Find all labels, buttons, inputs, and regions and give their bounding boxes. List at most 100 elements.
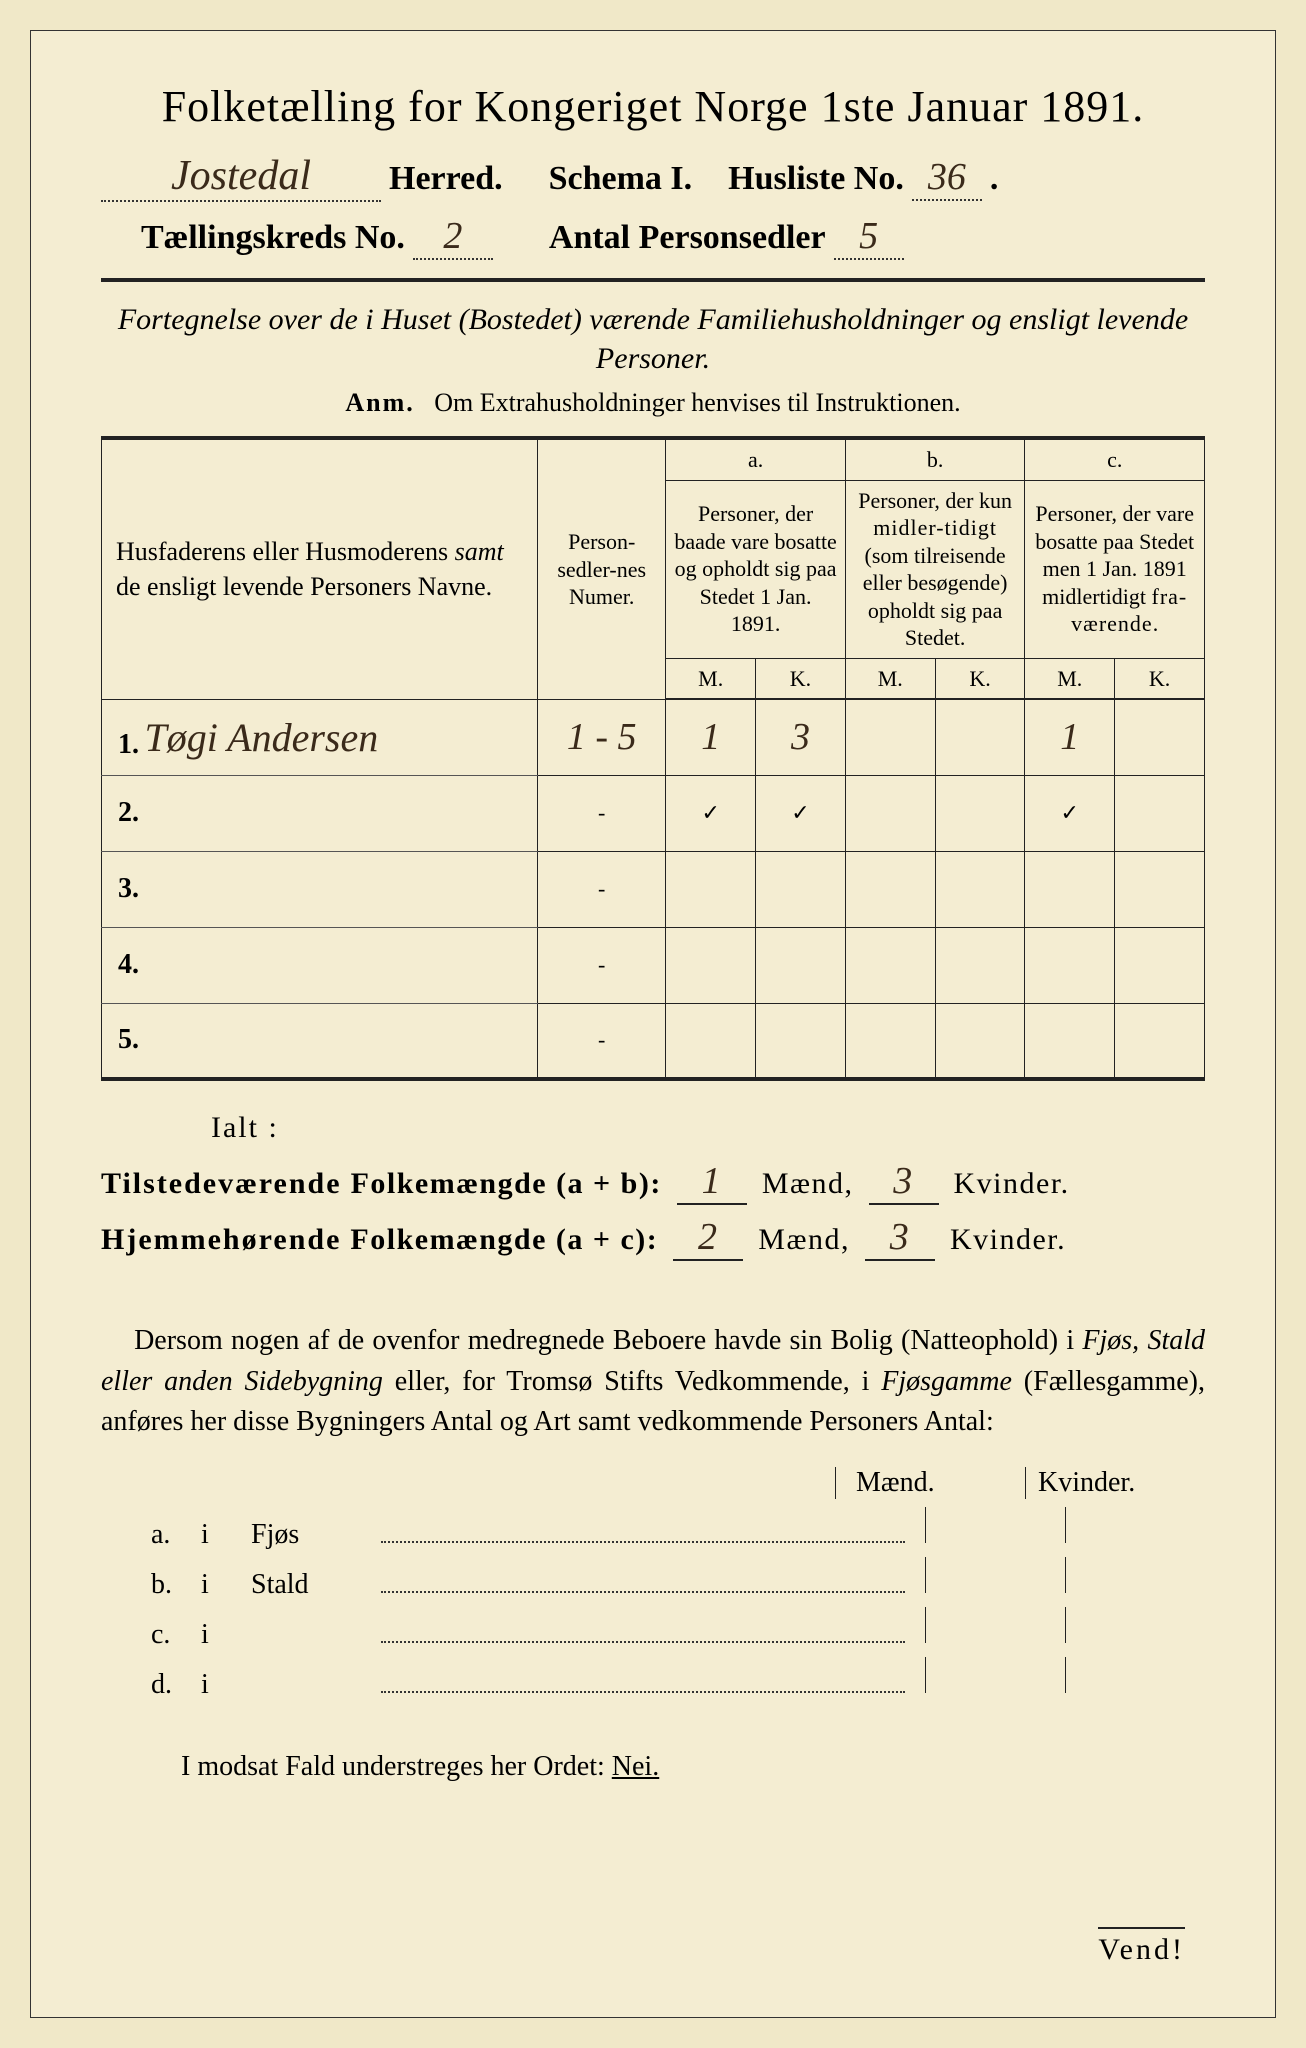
tl2-k: 3 — [865, 1215, 935, 1261]
schema-label: Schema I. — [549, 160, 693, 198]
cell-cM — [1025, 1003, 1115, 1079]
nei-line: I modsat Fald understreges her Ordet: Ne… — [181, 1751, 1205, 1783]
col-names-header: Husfaderens eller Husmoderens samt de en… — [102, 438, 538, 699]
col-b-label: b. — [845, 438, 1025, 480]
cell-cK — [1115, 851, 1205, 927]
header-line-2: Tællingskreds No. 2 Antal Personsedler 5 — [141, 214, 1205, 260]
tl1-m: 1 — [677, 1159, 747, 1205]
cell-aK — [756, 1003, 846, 1079]
cell-aM: 1 — [666, 699, 756, 775]
building-row: d.i — [101, 1657, 1205, 1701]
totals-line-1: Tilstedeværende Folkemængde (a + b): 1 M… — [101, 1159, 1205, 1205]
cell-bM — [845, 775, 935, 851]
c-k: K. — [1115, 658, 1205, 699]
anm-text: Om Extrahusholdninger henvises til Instr… — [434, 388, 960, 417]
cell-aK — [756, 927, 846, 1003]
cell-cK — [1115, 775, 1205, 851]
table-row: 5. - — [102, 1003, 1205, 1079]
tl1-k: 3 — [869, 1159, 939, 1205]
cell-bK — [935, 699, 1025, 775]
building-row: b.iStald — [101, 1557, 1205, 1601]
cell-num: - — [538, 1003, 666, 1079]
husliste-label: Husliste No. — [728, 160, 904, 198]
col-c-label: c. — [1025, 438, 1205, 480]
cell-bK — [935, 1003, 1025, 1079]
hjemme-label: Hjemmehørende — [101, 1223, 341, 1256]
cell-aK — [756, 851, 846, 927]
building-paragraph: Dersom nogen af de ovenfor medregnede Be… — [101, 1321, 1205, 1443]
ialt-label: Ialt : — [211, 1111, 1205, 1145]
cell-aK: 3 — [756, 699, 846, 775]
cell-cK — [1115, 927, 1205, 1003]
building-maend: Mænd. — [835, 1467, 975, 1499]
census-table: Husfaderens eller Husmoderens samt de en… — [101, 436, 1205, 1081]
antal-value: 5 — [834, 214, 904, 260]
kvinder-2: Kvinder. — [950, 1223, 1066, 1256]
cell-bK — [935, 927, 1025, 1003]
cell-bM — [845, 1003, 935, 1079]
cell-num: - — [538, 775, 666, 851]
totals-block: Ialt : Tilstedeværende Folkemængde (a + … — [101, 1111, 1205, 1261]
cell-bM — [845, 699, 935, 775]
cell-cM — [1025, 851, 1115, 927]
cell-aM: ✓ — [666, 775, 756, 851]
rule-1 — [101, 278, 1205, 282]
cell-aM — [666, 1003, 756, 1079]
building-kvinder: Kvinder. — [1025, 1467, 1165, 1499]
maend-1: Mænd, — [762, 1167, 854, 1200]
cell-bK — [935, 775, 1025, 851]
anm-label: Anm. — [345, 388, 414, 417]
table-row: 4. - — [102, 927, 1205, 1003]
cell-bM — [845, 927, 935, 1003]
scan-outer: Folketælling for Kongeriget Norge 1ste J… — [0, 0, 1306, 2048]
husliste-value: 36 — [912, 155, 982, 201]
table-row: 3. - — [102, 851, 1205, 927]
tl2-rest: Folkemængde (a + c): — [350, 1223, 658, 1256]
cell-aM — [666, 851, 756, 927]
col-num-header: Person-sedler-nes Numer. — [538, 438, 666, 699]
cell-num: 1 - 5 — [538, 699, 666, 775]
row-name-cell: 3. — [102, 851, 538, 927]
cell-aM — [666, 927, 756, 1003]
maend-2: Mænd, — [758, 1223, 850, 1256]
antal-label: Antal Personsedler — [549, 219, 826, 257]
herred-value: Jostedal — [101, 152, 381, 202]
cell-cM — [1025, 927, 1115, 1003]
table-abc-row: Husfaderens eller Husmoderens samt de en… — [102, 438, 1205, 480]
col-a-desc: Personer, der baade vare bosatte og opho… — [666, 480, 846, 658]
col-a-label: a. — [666, 438, 846, 480]
table-row: 2. -✓✓✓ — [102, 775, 1205, 851]
vend-label: Vend! — [1098, 1927, 1185, 1967]
building-table: Mænd. Kvinder. a.iFjøs b.iStald c.i d.i — [101, 1467, 1205, 1701]
kreds-value: 2 — [413, 214, 493, 260]
row-name-cell: 4. — [102, 927, 538, 1003]
c-m: M. — [1025, 658, 1115, 699]
col-b-desc: Personer, der kun midler-tidigt (som til… — [845, 480, 1025, 658]
subtitle: Fortegnelse over de i Huset (Bostedet) v… — [101, 300, 1205, 378]
b-m: M. — [845, 658, 935, 699]
building-head: Mænd. Kvinder. — [101, 1467, 1205, 1499]
kvinder-1: Kvinder. — [954, 1167, 1070, 1200]
building-row: a.iFjøs — [101, 1507, 1205, 1551]
cell-cM: 1 — [1025, 699, 1115, 775]
tilstede-label: Tilstedeværende — [101, 1167, 342, 1200]
cell-bK — [935, 851, 1025, 927]
cell-bM — [845, 851, 935, 927]
tl1-rest: Folkemængde (a + b): — [351, 1167, 662, 1200]
row-name-cell: 5. — [102, 1003, 538, 1079]
tl2-m: 2 — [673, 1215, 743, 1261]
row-name-cell: 1. Tøgi Andersen — [102, 699, 538, 775]
cell-cK — [1115, 1003, 1205, 1079]
cell-cK — [1115, 699, 1205, 775]
kreds-label: Tællingskreds No. — [141, 219, 405, 257]
b-k: K. — [935, 658, 1025, 699]
col-c-desc: Personer, der vare bosatte paa Stedet me… — [1025, 480, 1205, 658]
cell-cM: ✓ — [1025, 775, 1115, 851]
cell-num: - — [538, 927, 666, 1003]
nei-text: I modsat Fald understreges her Ordet: — [181, 1751, 605, 1782]
a-m: M. — [666, 658, 756, 699]
totals-line-2: Hjemmehørende Folkemængde (a + c): 2 Mæn… — [101, 1215, 1205, 1261]
a-k: K. — [756, 658, 846, 699]
building-row: c.i — [101, 1607, 1205, 1651]
main-title: Folketælling for Kongeriget Norge 1ste J… — [101, 81, 1205, 132]
